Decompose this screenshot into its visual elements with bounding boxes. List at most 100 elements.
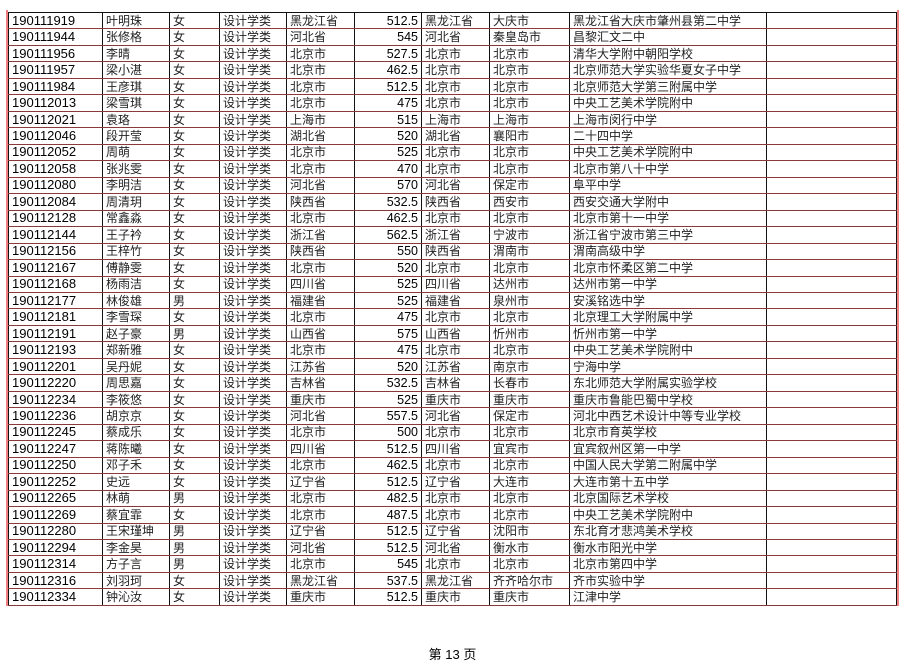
gender-cell: 女 [169, 341, 220, 359]
score-cell: 475 [354, 94, 422, 112]
name-cell: 杨雨洁 [102, 275, 170, 293]
city-cell: 北京市 [489, 77, 570, 96]
major-category-cell: 设计学类 [219, 143, 287, 162]
score-cell: 527.5 [354, 44, 422, 63]
province-cell: 北京市 [286, 209, 355, 228]
student-id-cell: 190112280 [8, 522, 103, 541]
gender-cell: 女 [169, 143, 220, 162]
city-cell: 北京市 [489, 506, 570, 524]
student-id-cell: 190112252 [8, 473, 103, 491]
school-cell: 中国人民大学第二附属中学 [569, 456, 767, 475]
province-cell: 黑龙江省 [286, 11, 355, 30]
name-cell: 傅静雯 [102, 259, 170, 277]
name-cell: 邓子禾 [102, 456, 170, 475]
school-cell: 忻州市第一中学 [569, 324, 767, 343]
table-row: 190112236 胡京京女设计学类 河北省 557.5 河北省 保定市 河北中西艺术设计中… [8, 407, 897, 425]
table-row: 190112046 段开莹女设计学类 湖北省 520 湖北省 襄阳市 二十四中学 [8, 127, 897, 145]
school-cell: 东北师范大学附属实验学校 [569, 374, 767, 392]
major-category-cell: 设计学类 [219, 571, 287, 590]
gender-cell: 女 [169, 275, 220, 293]
gender-cell: 女 [169, 390, 220, 409]
table-row: 190111956 李晴女设计学类 北京市 527.5 北京市 北京市 清华大学附中朝阳学校 [8, 44, 897, 63]
name-cell: 林俊雄 [102, 291, 170, 310]
table-row: 190112128 常鑫淼女设计学类 北京市 462.5 北京市 北京市 北京市第十一中学 [8, 209, 897, 228]
major-category-cell: 设计学类 [219, 28, 287, 46]
empty-cell [766, 143, 897, 162]
origin-province-cell: 福建省 [421, 291, 490, 310]
empty-cell [766, 522, 897, 541]
gender-cell: 女 [169, 407, 220, 425]
gender-cell: 女 [169, 44, 220, 63]
school-cell: 北京国际艺术学校 [569, 489, 767, 508]
empty-cell [766, 127, 897, 145]
province-cell: 陕西省 [286, 242, 355, 261]
name-cell: 方子言 [102, 555, 170, 573]
province-cell: 北京市 [286, 341, 355, 359]
table-row: 190112156 王梓竹女设计学类 陕西省 550 陕西省 渭南市 渭南高级中学 [8, 242, 897, 261]
origin-province-cell: 湖北省 [421, 127, 490, 145]
student-id-cell: 190112220 [8, 374, 103, 392]
score-cell: 515 [354, 110, 422, 129]
empty-cell [766, 308, 897, 326]
province-cell: 北京市 [286, 555, 355, 573]
origin-province-cell: 上海市 [421, 110, 490, 129]
student-id-cell: 190112334 [8, 588, 103, 606]
table-row: 190111944 张修格女设计学类 河北省 545 河北省 秦皇岛市 昌黎汇文二中 [8, 28, 897, 46]
student-id-cell: 190112314 [8, 555, 103, 573]
gender-cell: 女 [169, 308, 220, 326]
major-category-cell: 设计学类 [219, 242, 287, 261]
page-number: 第 13 页 [428, 647, 477, 662]
gender-cell: 女 [169, 94, 220, 112]
province-cell: 黑龙江省 [286, 571, 355, 590]
score-cell: 520 [354, 127, 422, 145]
student-id-cell: 190112294 [8, 538, 103, 557]
province-cell: 四川省 [286, 275, 355, 293]
empty-cell [766, 94, 897, 112]
student-id-cell: 190112080 [8, 176, 103, 195]
student-id-cell: 190112144 [8, 226, 103, 244]
student-id-cell: 190112269 [8, 506, 103, 524]
school-cell: 二十四中学 [569, 127, 767, 145]
school-cell: 河北中西艺术设计中等专业学校 [569, 407, 767, 425]
gender-cell: 女 [169, 440, 220, 458]
score-cell: 462.5 [354, 209, 422, 228]
province-cell: 北京市 [286, 506, 355, 524]
gender-cell: 女 [169, 193, 220, 211]
school-cell: 重庆市鲁能巴蜀中学校 [569, 390, 767, 409]
gender-cell: 男 [169, 555, 220, 573]
city-cell: 北京市 [489, 44, 570, 63]
name-cell: 王宋瑾坤 [102, 522, 170, 541]
student-id-cell: 190112021 [8, 110, 103, 129]
name-cell: 周萌 [102, 143, 170, 162]
score-cell: 520 [354, 357, 422, 376]
score-cell: 512.5 [354, 11, 422, 30]
province-cell: 湖北省 [286, 127, 355, 145]
gender-cell: 女 [169, 473, 220, 491]
origin-province-cell: 浙江省 [421, 226, 490, 244]
student-id-cell: 190112234 [8, 390, 103, 409]
school-cell: 北京市第十一中学 [569, 209, 767, 228]
school-cell: 北京市第八十中学 [569, 160, 767, 178]
table-row: 190112245 蔡成乐女设计学类 北京市 500 北京市 北京市 北京市育英学校 [8, 423, 897, 442]
name-cell: 李晴 [102, 44, 170, 63]
gender-cell: 女 [169, 423, 220, 442]
city-cell: 北京市 [489, 341, 570, 359]
origin-province-cell: 四川省 [421, 275, 490, 293]
city-cell: 泉州市 [489, 291, 570, 310]
student-id-cell: 190112167 [8, 259, 103, 277]
student-id-cell: 190112168 [8, 275, 103, 293]
province-cell: 上海市 [286, 110, 355, 129]
gender-cell: 女 [169, 226, 220, 244]
major-category-cell: 设计学类 [219, 193, 287, 211]
origin-province-cell: 北京市 [421, 259, 490, 277]
school-cell: 北京理工大学附属中学 [569, 308, 767, 326]
empty-cell [766, 110, 897, 129]
empty-cell [766, 588, 897, 606]
name-cell: 张兆雯 [102, 160, 170, 178]
table-row: 190112193 郑新雅女设计学类 北京市 475 北京市 北京市 中央工艺美术学院附中 [8, 341, 897, 359]
major-category-cell: 设计学类 [219, 357, 287, 376]
student-id-cell: 190112046 [8, 127, 103, 145]
score-cell: 532.5 [354, 374, 422, 392]
name-cell: 李筱悠 [102, 390, 170, 409]
gender-cell: 女 [169, 374, 220, 392]
